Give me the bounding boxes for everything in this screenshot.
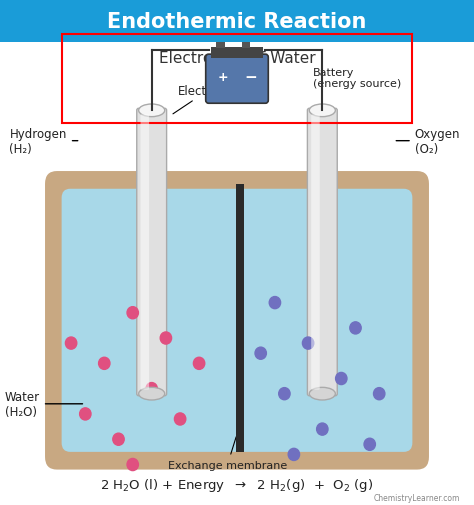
Text: −: − [245,70,257,84]
FancyBboxPatch shape [137,109,166,396]
Text: Electrolysis of Water: Electrolysis of Water [159,50,315,66]
Circle shape [99,358,110,370]
Text: +: + [218,71,228,83]
FancyBboxPatch shape [311,115,319,390]
Text: Oxygen
(O₂): Oxygen (O₂) [396,127,460,156]
Bar [211,48,263,59]
FancyBboxPatch shape [62,189,412,452]
FancyBboxPatch shape [307,109,337,396]
Bar [216,43,225,49]
Text: Electrodes: Electrodes [173,84,239,115]
Circle shape [364,438,375,450]
FancyBboxPatch shape [140,115,149,390]
Ellipse shape [138,105,165,117]
Circle shape [255,347,266,360]
Ellipse shape [309,105,336,117]
Circle shape [288,448,300,461]
Circle shape [279,388,290,400]
Circle shape [336,373,347,385]
Ellipse shape [309,388,336,400]
Text: Battery
(energy source): Battery (energy source) [313,68,401,89]
FancyBboxPatch shape [206,55,268,104]
Text: Exchange membrane: Exchange membrane [168,437,287,470]
Circle shape [317,423,328,435]
Circle shape [113,433,124,445]
Circle shape [350,322,361,334]
Text: 2 H$_2$O (l) + Energy  $\rightarrow$  2 H$_2$(g)  +  O$_2$ (g): 2 H$_2$O (l) + Energy $\rightarrow$ 2 H$… [100,476,374,493]
Circle shape [374,388,385,400]
Circle shape [146,383,157,395]
Circle shape [269,297,281,309]
Circle shape [127,307,138,319]
Circle shape [160,332,172,344]
Circle shape [65,337,77,349]
Bar [242,43,250,49]
Circle shape [127,459,138,471]
Text: Endothermic Reaction: Endothermic Reaction [107,12,367,32]
Circle shape [80,408,91,420]
Text: Hydrogen
(H₂): Hydrogen (H₂) [9,127,78,156]
Circle shape [193,358,205,370]
Text: ChemistryLearner.com: ChemistryLearner.com [374,493,460,502]
Circle shape [174,413,186,425]
Circle shape [302,337,314,349]
FancyBboxPatch shape [45,172,429,470]
FancyBboxPatch shape [0,0,474,43]
Bar [236,184,244,452]
Text: Water
(H₂O): Water (H₂O) [5,390,82,418]
Ellipse shape [138,388,165,400]
